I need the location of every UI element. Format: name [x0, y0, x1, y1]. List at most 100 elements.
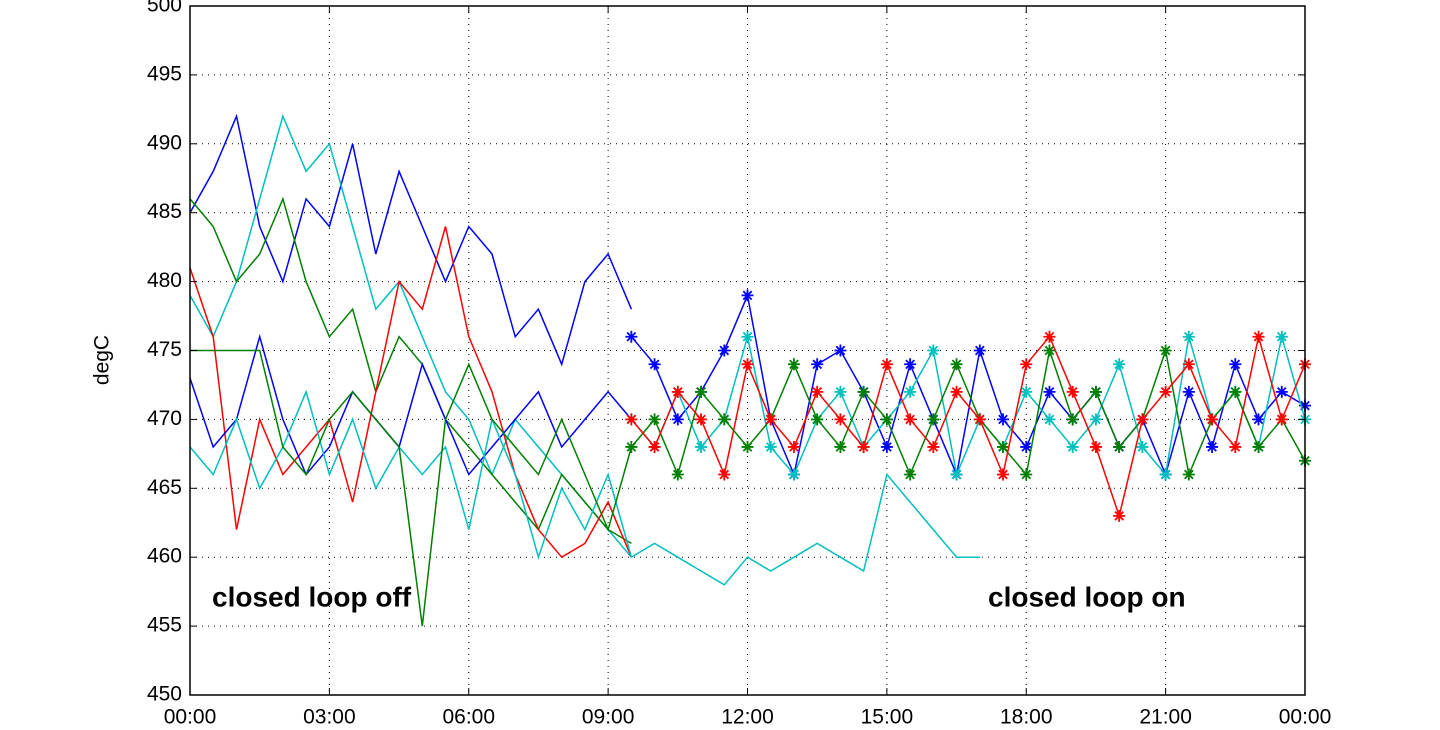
data-point [1206, 413, 1219, 426]
data-point [1275, 385, 1288, 398]
y-tick-label: 485 [147, 200, 182, 223]
data-point [1182, 330, 1195, 343]
data-point [1275, 413, 1288, 426]
data-point [671, 413, 684, 426]
data-point [787, 358, 800, 371]
data-point [1020, 358, 1033, 371]
data-point [787, 440, 800, 453]
data-point [648, 413, 661, 426]
y-tick-label: 470 [147, 407, 182, 430]
data-point [718, 344, 731, 357]
data-point [1043, 330, 1056, 343]
series-line [630, 292, 1306, 478]
x-tick-label: 00:00 [164, 706, 217, 729]
ticks: 450 455 460 465 470 475 480 485 490 495 500 00:00 03… [147, 0, 1331, 729]
data-point [834, 344, 847, 357]
data-point [1089, 440, 1102, 453]
data-point [1113, 509, 1126, 522]
data-point [811, 358, 824, 371]
data-point [1020, 385, 1033, 398]
data-point [1136, 440, 1149, 453]
data-point [857, 385, 870, 398]
data-point [1229, 358, 1242, 371]
data-point [695, 440, 708, 453]
series-line [630, 347, 1306, 478]
data-point [695, 385, 708, 398]
data-point [1043, 413, 1056, 426]
data-point [1043, 385, 1056, 398]
data-point [741, 440, 754, 453]
y-tick-label: 500 [147, 0, 182, 17]
data-point [950, 358, 963, 371]
data-point [648, 358, 661, 371]
x-tick-label: 12:00 [721, 706, 774, 729]
data-point [1182, 468, 1195, 481]
data-point [671, 385, 684, 398]
series-line [189, 113, 633, 367]
data-point [880, 413, 893, 426]
data-point [1066, 413, 1079, 426]
data-point [1182, 358, 1195, 371]
data-point [811, 385, 824, 398]
series-line [189, 333, 632, 476]
y-tick-label: 495 [147, 62, 182, 85]
data-point [997, 440, 1010, 453]
data-point [973, 413, 986, 426]
data-point [1089, 385, 1102, 398]
data-point [1229, 385, 1242, 398]
x-tick-label: 09:00 [582, 706, 635, 729]
data-point [1159, 344, 1172, 357]
data-point [997, 413, 1010, 426]
data-point [1206, 440, 1219, 453]
data-point [927, 344, 940, 357]
data-point [904, 413, 917, 426]
y-tick-label: 460 [147, 545, 182, 568]
data-point [880, 440, 893, 453]
data-point [1252, 413, 1265, 426]
data-point [1043, 344, 1056, 357]
data-point [1020, 468, 1033, 481]
data-point [671, 468, 684, 481]
data-point [1089, 413, 1102, 426]
data-point [764, 413, 777, 426]
data-point [1275, 330, 1288, 343]
series-line [189, 226, 633, 559]
series-line [189, 113, 632, 558]
data-point [1229, 440, 1242, 453]
data-point [973, 344, 986, 357]
x-tick-label: 21:00 [1139, 706, 1192, 729]
data-point [904, 358, 917, 371]
series-line [630, 335, 1306, 519]
data-point [1113, 440, 1126, 453]
data-point [1159, 385, 1172, 398]
x-tick-label: 15:00 [861, 706, 914, 729]
series-line [189, 196, 632, 545]
data-point [904, 385, 917, 398]
y-axis-label: degC [91, 335, 114, 385]
data-point [834, 440, 847, 453]
data-point [787, 468, 800, 481]
data-point [1066, 440, 1079, 453]
data-point [718, 413, 731, 426]
data-point [834, 413, 847, 426]
data-point [904, 468, 917, 481]
series-line [631, 472, 980, 586]
data-point [1020, 440, 1033, 453]
data-point [1252, 440, 1265, 453]
data-point [997, 468, 1010, 481]
data-point [834, 385, 847, 398]
y-tick-label: 450 [147, 683, 182, 706]
y-tick-label: 480 [147, 269, 182, 292]
data-point [695, 413, 708, 426]
data-point [625, 330, 638, 343]
data-point [1066, 385, 1079, 398]
data-point [741, 289, 754, 302]
data-point [1182, 385, 1195, 398]
series-line [630, 336, 1306, 478]
data-point [718, 468, 731, 481]
data-point [741, 358, 754, 371]
y-tick-label: 475 [147, 338, 182, 361]
y-tick-label: 455 [147, 614, 182, 637]
